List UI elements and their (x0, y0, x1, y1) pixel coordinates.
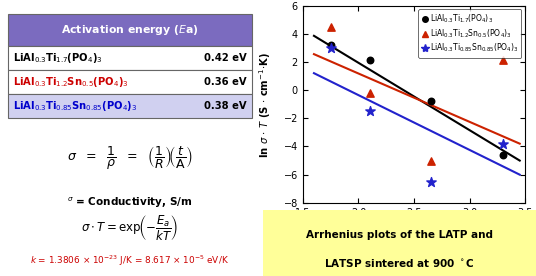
Text: $^{\sigma}$ = Conductivity, S/m: $^{\sigma}$ = Conductivity, S/m (68, 196, 192, 210)
Text: Arrhenius plots of the LATP and: Arrhenius plots of the LATP and (306, 230, 493, 240)
Point (326, 46, 335, 50)
Point (326, 43, 335, 47)
Point (326, 25, 335, 29)
Text: $k$ = 1.3806 $\times$ 10$^{-23}$ J/K = 8.617 $\times$ 10$^{-5}$ eV/K: $k$ = 1.3806 $\times$ 10$^{-23}$ J/K = 8… (31, 254, 229, 268)
Text: LATSP sintered at 900 $^\circ$C: LATSP sintered at 900 $^\circ$C (324, 257, 474, 269)
Point (366, 91, 374, 95)
Point (427, 99, 435, 103)
Point (427, 179, 435, 184)
Point (366, 58, 374, 63)
Point (366, 109, 374, 113)
Bar (8, 70, 252, 94)
Bar (8, 14, 252, 46)
Text: 0.42 eV: 0.42 eV (204, 53, 247, 63)
Bar (8, 94, 252, 118)
Point (498, 58, 507, 63)
X-axis label: 1000/T (K$^{-1}$): 1000/T (K$^{-1}$) (375, 221, 453, 239)
Point (498, 142, 507, 146)
Text: ln $\sigma$ $\cdot$ $T$ (S $\cdot$ cm$^{-1}$$\cdot$K): ln $\sigma$ $\cdot$ $T$ (S $\cdot$ cm$^{… (257, 52, 273, 158)
Text: $\sigma\ \ =\ \ \dfrac{1}{\rho}\ \ =\ \ \left(\dfrac{1}{R}\right)\!\left(\dfrac{: $\sigma\ \ =\ \ \dfrac{1}{\rho}\ \ =\ \ … (67, 144, 193, 171)
Point (427, 158, 435, 163)
Text: 0.36 eV: 0.36 eV (204, 77, 247, 87)
Bar (8, 46, 252, 70)
Text: 0.38 eV: 0.38 eV (204, 101, 247, 111)
Legend: LiAl$_{0.3}$Ti$_{1.7}$(PO$_4$)$_3$, LiAl$_{0.3}$Ti$_{1.2}$Sn$_{0.5}$(PO$_4$)$_3$: LiAl$_{0.3}$Ti$_{1.7}$(PO$_4$)$_3$, LiAl… (419, 9, 522, 57)
Text: $\sigma \cdot T = \mathrm{exp}\!\left(-\dfrac{E_a}{kT}\right)$: $\sigma \cdot T = \mathrm{exp}\!\left(-\… (81, 213, 178, 242)
Text: LiAl$_{0.3}$Ti$_{1.2}$Sn$_{0.5}$(PO$_4$)$_3$: LiAl$_{0.3}$Ti$_{1.2}$Sn$_{0.5}$(PO$_4$)… (13, 75, 129, 89)
Point (498, 153, 507, 157)
Text: LiAl$_{0.3}$Ti$_{1.7}$(PO$_4$)$_3$: LiAl$_{0.3}$Ti$_{1.7}$(PO$_4$)$_3$ (13, 51, 102, 65)
Text: LiAl$_{0.3}$Ti$_{0.85}$Sn$_{0.85}$(PO$_4$)$_3$: LiAl$_{0.3}$Ti$_{0.85}$Sn$_{0.85}$(PO$_4… (13, 99, 138, 113)
Text: Activation energy ($\it{E}$a): Activation energy ($\it{E}$a) (61, 23, 199, 37)
